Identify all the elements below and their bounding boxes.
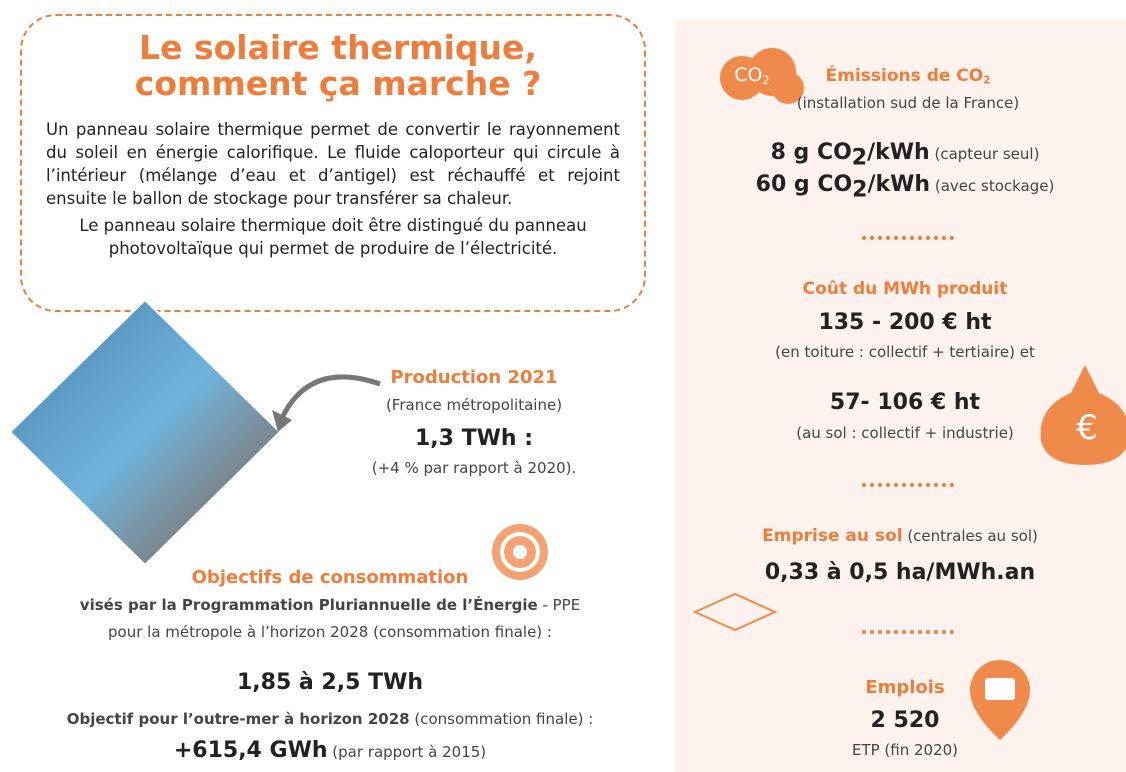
decor xyxy=(0,0,1126,772)
metro-value: 1,85 à 2,5 TWh xyxy=(237,670,423,695)
cost-value: 57- 106 € ht xyxy=(830,390,980,415)
production-value: 1,3 TWh : xyxy=(415,426,533,451)
separator xyxy=(862,483,954,487)
cloud-label: CO2 xyxy=(734,64,769,87)
land-note: (centrales au sol) xyxy=(903,527,1038,545)
emission-unit: /kWh xyxy=(867,140,930,165)
objectives-title: Objectifs de consommation xyxy=(192,567,469,588)
emissions-sub: 2 xyxy=(983,76,990,87)
emission-unit: /kWh xyxy=(867,172,930,197)
objectives-line: pour la métropole à l’horizon 2028 (cons… xyxy=(108,623,552,641)
icon-label: CO xyxy=(734,64,762,86)
overseas-bold: Objectif pour l’outre-mer à horizon 2028 xyxy=(67,710,410,728)
cost-value: 135 - 200 € ht xyxy=(818,310,991,335)
cost-title: Coût du MWh produit xyxy=(803,279,1008,299)
emission-sub: 2 xyxy=(852,178,867,203)
emission-note: (capteur seul) xyxy=(930,145,1040,163)
production-title: Production 2021 xyxy=(390,367,557,388)
money-label: € xyxy=(1076,408,1098,448)
production-note: (+4 % par rapport à 2020). xyxy=(372,459,577,477)
overseas-note: (par rapport à 2015) xyxy=(328,743,487,761)
cost-note: (au sol : collectif + industrie) xyxy=(796,424,1014,442)
objectives-bold: visés par la Programmation Pluriannuelle… xyxy=(80,596,538,614)
jobs-value: 2 520 xyxy=(871,708,940,733)
cost-note: (en toiture : collectif + tertiaire) et xyxy=(775,343,1035,361)
production-scope: (France métropolitaine) xyxy=(386,396,562,414)
overseas-value: +615,4 GWh xyxy=(174,738,328,763)
objectives-rest: - PPE xyxy=(538,596,581,614)
emission-sub: 2 xyxy=(852,146,867,171)
page: { "intro": { "title_lines": ["Le solaire… xyxy=(0,0,1126,772)
land-title: Emprise au sol xyxy=(762,526,902,546)
emissions-title: Émissions de CO xyxy=(826,66,984,86)
emission-value: 8 g CO xyxy=(771,140,852,165)
separator xyxy=(862,236,954,240)
arrow xyxy=(282,377,380,418)
emission-value: 60 g CO xyxy=(756,172,853,197)
overseas-rest: (consommation finale) : xyxy=(410,710,594,728)
emission-note: (avec stockage) xyxy=(930,177,1054,195)
emissions-scope: (installation sud de la France) xyxy=(797,94,1019,112)
photo xyxy=(10,300,280,565)
jobs-note: ETP (fin 2020) xyxy=(852,741,958,759)
separator xyxy=(862,630,954,634)
jobs-title: Emplois xyxy=(865,677,944,698)
land-value: 0,33 à 0,5 ha/MWh.an xyxy=(765,560,1035,585)
icon-sub: 2 xyxy=(762,73,769,87)
grid-icon xyxy=(695,594,775,630)
